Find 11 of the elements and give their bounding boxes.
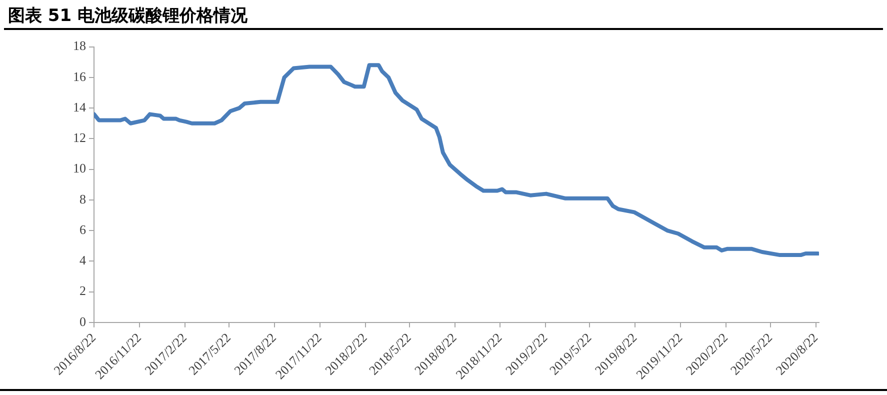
y-tick-label: 14 [73, 99, 86, 114]
chart-title: 图表 51 电池级碳酸锂价格情况 [4, 2, 883, 30]
y-tick-label: 4 [80, 252, 86, 268]
y-tick-label: 2 [80, 283, 86, 298]
y-tick-label: 12 [73, 130, 86, 146]
y-tick-label: 0 [80, 314, 86, 329]
y-tick-label: 16 [73, 68, 86, 84]
y-tick-label: 8 [80, 191, 86, 206]
y-tick-label: 6 [80, 222, 86, 237]
y-tick-label: 18 [73, 38, 86, 54]
y-tick-label: 10 [73, 160, 86, 176]
